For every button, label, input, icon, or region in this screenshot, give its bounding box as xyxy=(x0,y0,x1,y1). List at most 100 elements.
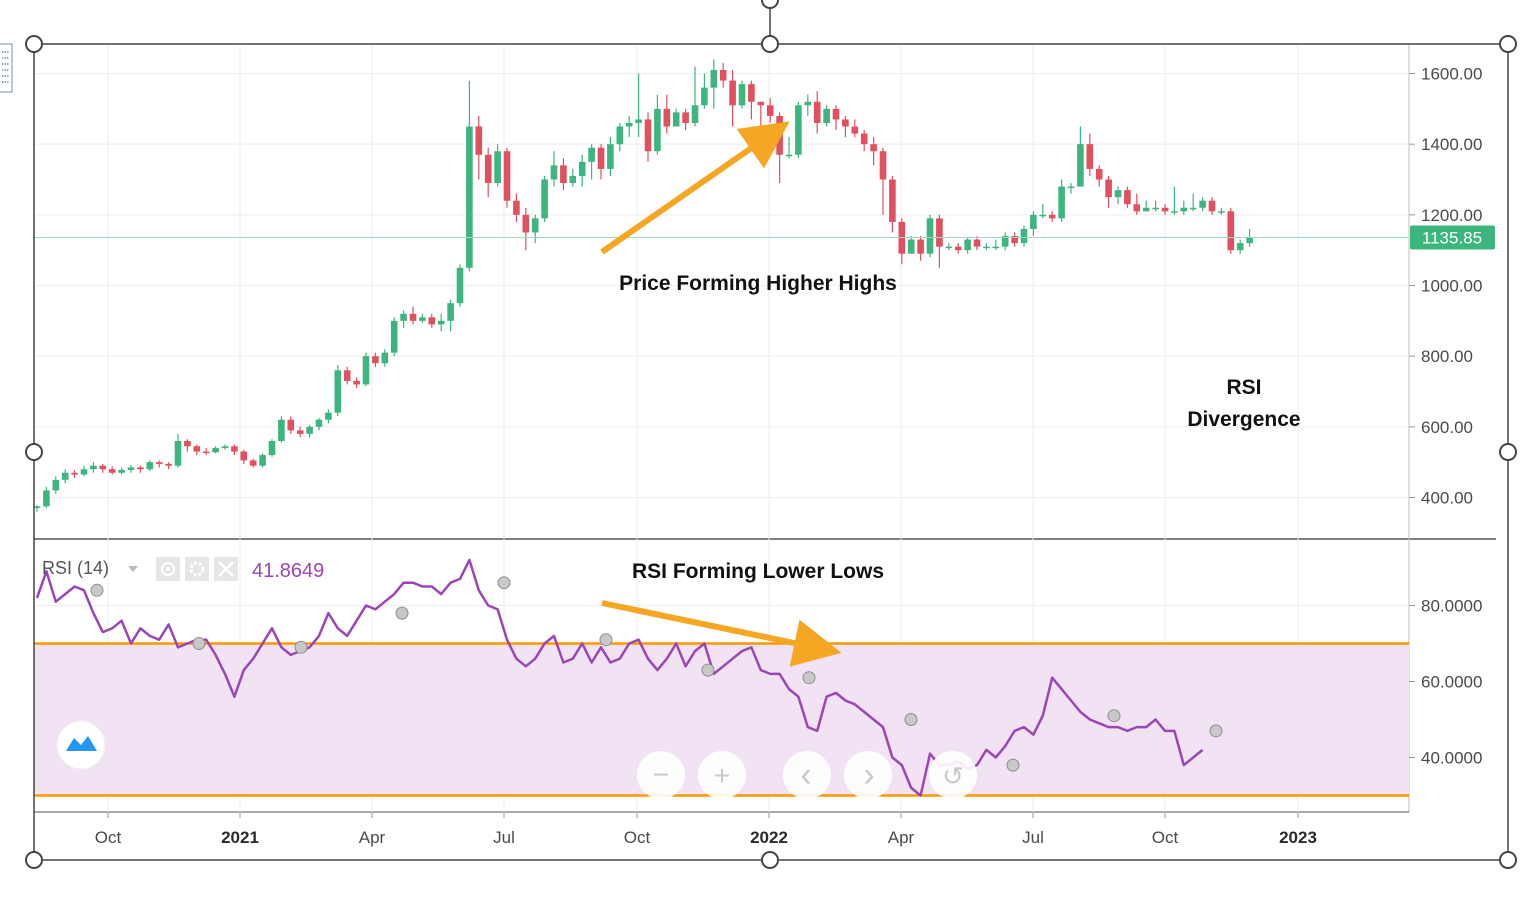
candle-body xyxy=(832,108,840,120)
candle xyxy=(240,449,248,464)
candle-body xyxy=(607,144,614,169)
scroll-back-button[interactable]: ‹ xyxy=(783,751,831,799)
candle xyxy=(1020,225,1028,247)
candle-body xyxy=(550,165,558,180)
zoom-out-button[interactable]: − xyxy=(637,751,685,799)
candle-body xyxy=(1001,236,1009,247)
candle-body xyxy=(889,179,896,222)
candle-body xyxy=(1180,207,1188,212)
candle-body xyxy=(1199,200,1206,208)
candle-body xyxy=(917,239,924,254)
candle-body xyxy=(738,84,746,106)
chevron-down-icon[interactable] xyxy=(128,566,138,572)
svg-text:↺: ↺ xyxy=(942,761,964,791)
resize-handle[interactable] xyxy=(25,851,43,869)
zoom-in-button[interactable]: + xyxy=(698,751,746,799)
resize-handle[interactable] xyxy=(1499,35,1517,53)
candle-body xyxy=(531,218,539,233)
resize-handle[interactable] xyxy=(761,851,779,869)
candle xyxy=(184,439,191,452)
candle-body xyxy=(682,112,689,123)
candle-body xyxy=(936,218,943,247)
candle xyxy=(766,98,774,123)
candle-body xyxy=(127,467,135,470)
candle-body xyxy=(419,317,426,321)
candle xyxy=(813,91,821,134)
candle-body xyxy=(597,147,605,169)
candle-body xyxy=(409,313,417,321)
resize-handles[interactable] xyxy=(25,0,1517,869)
candle-body xyxy=(1067,186,1075,189)
candle-body xyxy=(43,490,50,507)
candle xyxy=(1189,193,1197,212)
candle-body xyxy=(1114,190,1122,198)
time-axis: Oct 2021 Apr Jul Oct 2022 Apr Jul Oct 2023 xyxy=(95,812,1317,847)
candle xyxy=(748,80,755,120)
candle xyxy=(776,112,783,184)
candle xyxy=(550,151,558,187)
resize-handle[interactable] xyxy=(761,35,779,53)
candle-body xyxy=(108,469,116,473)
candle-body xyxy=(259,455,266,466)
resize-handle[interactable] xyxy=(1499,851,1517,869)
candle-body xyxy=(268,440,276,456)
candle xyxy=(785,137,793,159)
candle xyxy=(43,486,50,509)
candle-body xyxy=(193,446,201,452)
rsi-marker xyxy=(497,576,511,590)
candle-body xyxy=(52,479,60,491)
resize-handle[interactable] xyxy=(761,0,779,9)
candle xyxy=(1105,175,1112,208)
candle-body xyxy=(701,87,708,106)
candle-body xyxy=(973,239,981,247)
candle xyxy=(954,243,962,254)
rsi-marker xyxy=(1209,724,1223,738)
candle xyxy=(400,310,407,328)
svg-text:›: › xyxy=(863,756,874,794)
candle xyxy=(259,453,266,468)
resize-handle[interactable] xyxy=(1499,443,1517,461)
candle xyxy=(1067,183,1075,194)
settings-icon[interactable] xyxy=(185,557,209,581)
time-axis-label: Apr xyxy=(888,828,915,847)
candle-body xyxy=(1105,179,1112,198)
candle-body xyxy=(475,126,483,155)
candle xyxy=(625,115,633,138)
candle xyxy=(851,119,859,138)
layout-options-icon[interactable] xyxy=(0,43,13,93)
candle xyxy=(1039,204,1047,219)
candle xyxy=(531,214,539,244)
candle-body xyxy=(691,105,699,123)
candle-body xyxy=(240,451,248,461)
candle xyxy=(738,80,746,109)
candle-body xyxy=(466,126,473,268)
candle-body xyxy=(315,419,323,427)
candle-body xyxy=(165,463,172,466)
close-icon[interactable] xyxy=(214,557,238,581)
rsi-marker xyxy=(802,671,816,685)
candle xyxy=(654,94,661,155)
visibility-icon[interactable] xyxy=(156,557,180,581)
candle-body xyxy=(729,80,736,106)
candle xyxy=(193,444,201,456)
time-axis-label: 2021 xyxy=(221,828,259,847)
candle-body xyxy=(983,246,990,249)
rsi-series xyxy=(35,558,1223,797)
reset-button[interactable]: ↺ xyxy=(929,751,977,799)
candle-body xyxy=(494,151,501,184)
price-axis-label: 600.00 xyxy=(1421,418,1473,437)
candle-body xyxy=(1020,228,1028,244)
divergence-title-line2: Divergence xyxy=(1187,408,1300,431)
candle-body xyxy=(221,446,229,449)
resize-handle[interactable] xyxy=(25,443,43,461)
scroll-forward-button[interactable]: › xyxy=(844,751,892,799)
candle-body xyxy=(644,119,652,152)
candle-body xyxy=(945,246,953,249)
resize-handle[interactable] xyxy=(25,35,43,53)
candle xyxy=(80,465,88,477)
candle xyxy=(221,444,229,450)
rsi-legend: RSI (14) 41.8649 xyxy=(42,557,324,582)
candle xyxy=(898,218,906,265)
rsi-axis-label: 80.0000 xyxy=(1421,597,1482,616)
candle-body xyxy=(353,380,360,385)
